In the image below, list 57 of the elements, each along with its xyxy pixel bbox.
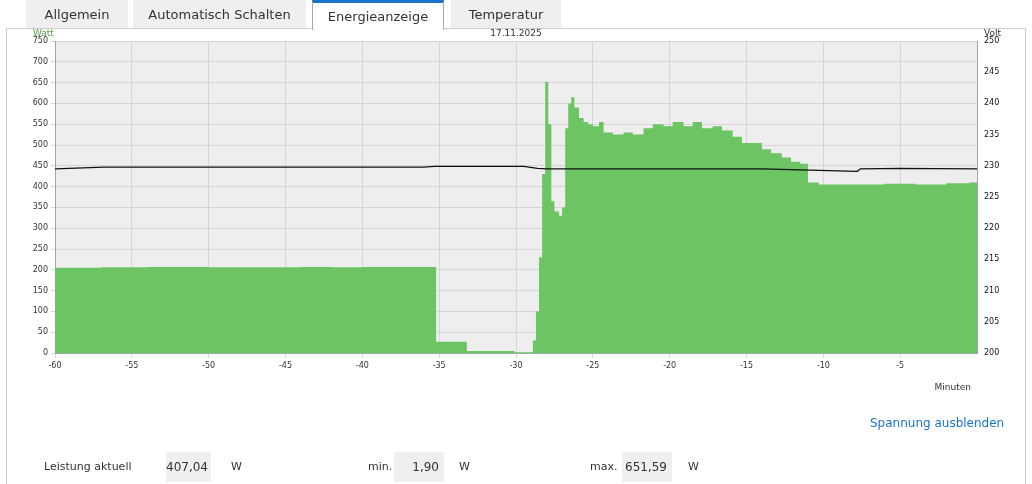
text: W	[459, 460, 470, 473]
y2-tick-label: 225	[984, 192, 1000, 202]
y-tick-label: 450	[32, 160, 48, 170]
y-tick-label: 600	[32, 98, 48, 108]
text: W	[231, 460, 242, 473]
y-tick-label: 500	[32, 140, 48, 150]
y-tick-label: 100	[32, 306, 48, 316]
x-tick-label: -50	[202, 360, 216, 370]
y2-tick-label: 230	[984, 160, 1000, 170]
text: Temperatur	[451, 0, 561, 28]
y-axis-title: Watt	[33, 27, 55, 38]
y-tick-label: 50	[37, 327, 48, 337]
y-tick-label: 300	[32, 223, 48, 233]
y-tick-label: 550	[32, 119, 48, 129]
y2-tick-label: 215	[984, 254, 1000, 264]
y2-tick-label: 220	[984, 223, 1000, 233]
x-tick-label: -45	[278, 360, 293, 370]
text: W	[688, 460, 699, 473]
text: Spannung ausblenden	[870, 416, 1005, 430]
y2-tick-label: 210	[984, 285, 1000, 295]
x-tick-label: -25	[586, 360, 600, 370]
y-tick-label: 700	[32, 56, 48, 66]
x-axis-title: Minuten	[934, 381, 971, 392]
y-tick-label: 150	[32, 285, 48, 295]
y2-tick-label: 240	[984, 98, 1000, 108]
text: 1,90	[394, 452, 444, 482]
y-tick-label: 250	[32, 244, 48, 254]
y-tick-label: 750	[32, 36, 48, 46]
y-tick-label: 400	[32, 181, 48, 191]
y2-tick-label: 200	[984, 348, 1000, 358]
y-tick-label: 0	[42, 348, 48, 358]
y2-axis-title: Volt	[984, 27, 1002, 38]
y2-tick-label: 250	[984, 36, 1000, 46]
y2-tick-label: 245	[984, 67, 1000, 77]
y-tick-label: 200	[32, 264, 48, 274]
chart-title: 17.11.2025	[490, 27, 542, 38]
x-tick-label: -35	[432, 360, 446, 370]
x-tick-label: -40	[355, 360, 369, 370]
y-tick-label: 350	[32, 202, 48, 212]
text: min.	[368, 460, 393, 473]
text: Allgemein	[26, 0, 128, 28]
text: Automatisch Schalten	[133, 0, 306, 28]
x-tick-label: -10	[816, 360, 830, 370]
text: 407,04	[166, 452, 211, 482]
text: 651,59	[622, 452, 672, 482]
text: Leistung aktuell	[44, 460, 132, 473]
x-tick-label: -5	[896, 360, 905, 370]
y2-tick-label: 205	[984, 316, 1000, 326]
text: Energieanzeige	[312, 0, 444, 30]
x-tick-label: -30	[509, 360, 523, 370]
x-tick-label: -60	[48, 360, 62, 370]
text: max.	[590, 460, 618, 473]
y2-tick-label: 235	[984, 129, 1000, 139]
x-tick-label: -15	[739, 360, 754, 370]
x-tick-label: -55	[125, 360, 139, 370]
x-tick-label: -20	[663, 360, 677, 370]
y-tick-label: 650	[32, 77, 48, 87]
